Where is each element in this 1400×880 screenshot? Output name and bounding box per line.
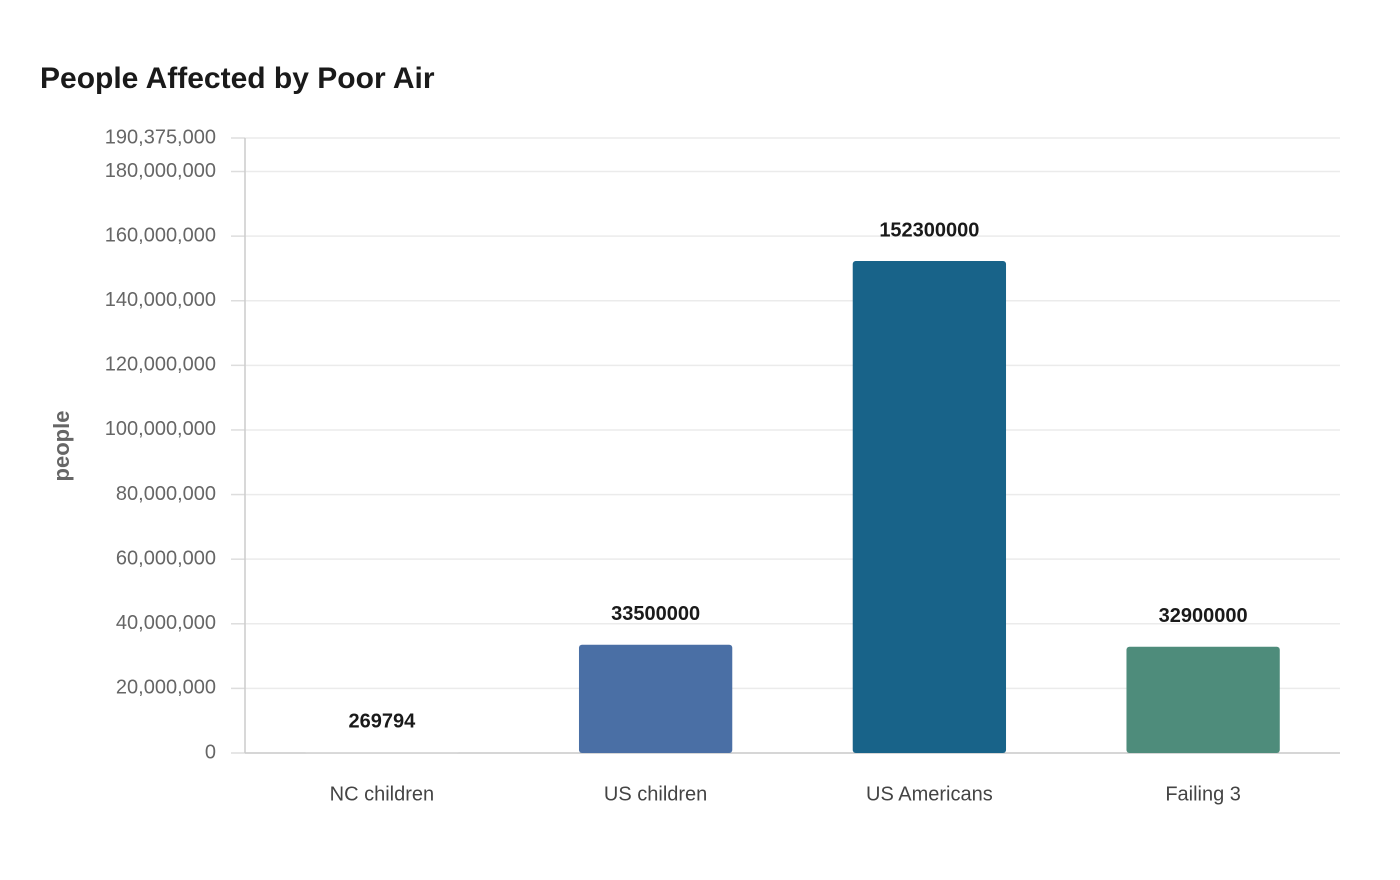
value-label: 152300000 <box>879 219 979 241</box>
y-tick-label: 0 <box>205 741 216 763</box>
y-tick-label: 180,000,000 <box>105 160 216 182</box>
bar <box>1126 646 1280 753</box>
y-tick-label: 160,000,000 <box>105 224 216 246</box>
bar <box>305 752 459 754</box>
x-tick-label: US children <box>604 783 707 805</box>
y-axis-label: people <box>49 411 74 482</box>
y-tick-label: 140,000,000 <box>105 289 216 311</box>
value-label: 269794 <box>349 710 417 732</box>
y-tick-label: 80,000,000 <box>116 483 216 505</box>
chart-title: People Affected by Poor Air <box>40 62 435 95</box>
y-tick-label: 120,000,000 <box>105 354 216 376</box>
y-tick-label: 20,000,000 <box>116 677 216 699</box>
y-tick-label: 100,000,000 <box>105 418 216 440</box>
value-label: 33500000 <box>611 603 700 625</box>
value-label: 32900000 <box>1159 605 1248 627</box>
x-tick-label: US Americans <box>866 783 993 805</box>
y-tick-label: 190,375,000 <box>105 126 216 148</box>
bar <box>578 644 733 753</box>
bar <box>852 261 1007 753</box>
x-tick-label: Failing 3 <box>1165 783 1241 805</box>
y-tick-label: 60,000,000 <box>116 547 216 569</box>
y-tick-label: 40,000,000 <box>116 612 216 634</box>
x-tick-label: NC children <box>330 783 434 805</box>
